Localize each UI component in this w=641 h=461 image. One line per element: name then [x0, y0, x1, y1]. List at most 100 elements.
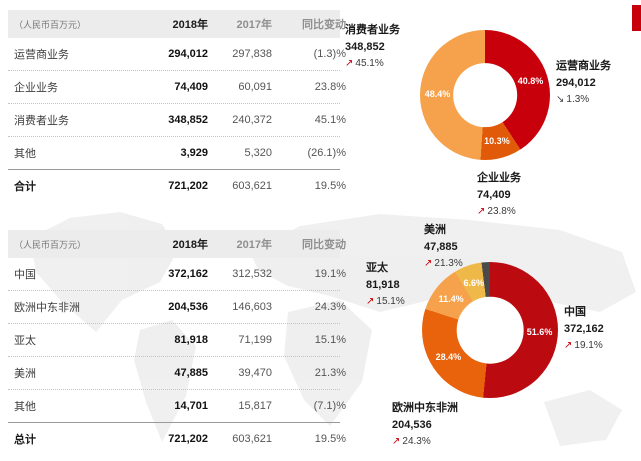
value-2017: 5,320 — [244, 147, 272, 159]
row-label: 总计 — [14, 434, 36, 446]
segment-yoy: ↗ 23.8% — [477, 204, 521, 220]
increase-arrow-icon: ↗ — [345, 58, 354, 70]
value-yoy-change: 45.1% — [314, 114, 346, 126]
callout-asia-pacific: 亚太 81,918 ↗ 15.1% — [366, 260, 405, 310]
segment-name: 运营商业务 — [556, 60, 611, 72]
value-2018: 81,918 — [174, 334, 208, 346]
increase-arrow-icon: ↗ — [392, 436, 401, 448]
table-header: （人民币百万元） 2018年 2017年 同比变动 — [8, 10, 346, 38]
value-2018: 204,536 — [168, 301, 208, 313]
segment-value: 204,536 — [392, 419, 432, 432]
slice-percentage-label: 6.6% — [463, 278, 485, 289]
slice-percentage-label: 48.4% — [424, 89, 451, 100]
callout-china: 中国 372,162 ↗ 19.1% — [564, 304, 604, 354]
value-2018: 294,012 — [168, 48, 208, 60]
table-row: 消费者业务 348,852 240,372 45.1% — [8, 103, 346, 136]
segment-yoy: ↗ 24.3% — [392, 434, 458, 450]
decrease-arrow-icon: ↘ — [556, 94, 565, 106]
value-yoy-change: 24.3% — [314, 301, 346, 313]
value-2018: 74,409 — [174, 81, 208, 93]
unit-label: （人民币百万元） — [14, 239, 87, 250]
table-row: 其他 14,701 15,817 (7.1)% — [8, 389, 346, 422]
page-corner-marker — [632, 5, 641, 31]
row-label: 亚太 — [14, 335, 36, 347]
slice-percentage-label: 11.4% — [438, 294, 464, 305]
segment-value: 294,012 — [556, 77, 596, 90]
row-label: 其他 — [14, 401, 36, 413]
increase-arrow-icon: ↗ — [477, 206, 486, 218]
callout-emea: 欧洲中东非洲 204,536 ↗ 24.3% — [392, 400, 458, 450]
segment-name: 企业业务 — [477, 172, 521, 184]
value-yoy-change: 19.1% — [314, 268, 346, 280]
table-row: 美洲 47,885 39,470 21.3% — [8, 356, 346, 389]
segment-value: 372,162 — [564, 323, 604, 336]
revenue-by-business-donut-chart: 40.8% 10.3% 48.4% — [420, 30, 550, 160]
row-label: 其他 — [14, 148, 36, 160]
table-header: （人民币百万元） 2018年 2017年 同比变动 — [8, 230, 346, 258]
segment-yoy: ↗ 15.1% — [366, 294, 405, 310]
increase-arrow-icon: ↗ — [424, 258, 433, 270]
table-row: 运营商业务 294,012 297,838 (1.3)% — [8, 38, 346, 70]
segment-name: 亚太 — [366, 262, 388, 274]
value-2017: 39,470 — [238, 367, 272, 379]
value-2017: 603,621 — [232, 180, 272, 192]
segment-yoy: ↗ 19.1% — [564, 338, 604, 354]
value-2017: 603,621 — [232, 433, 272, 445]
value-2017: 60,091 — [238, 81, 272, 93]
slice-percentage-label: 10.3% — [484, 135, 510, 146]
value-yoy-change: 15.1% — [314, 334, 346, 346]
table-row: 其他 3,929 5,320 (26.1)% — [8, 136, 346, 169]
value-2017: 297,838 — [232, 48, 272, 60]
column-header-2018: 2018年 — [172, 19, 208, 31]
segment-name: 中国 — [564, 306, 586, 318]
callout-americas: 美洲 47,885 ↗ 21.3% — [424, 222, 463, 272]
row-label: 合计 — [14, 181, 36, 193]
revenue-by-region-donut-chart: 51.6% 28.4% 11.4% 6.6% — [422, 262, 558, 398]
financial-table-business: （人民币百万元） 2018年 2017年 同比变动 运营商业务 294,012 … — [8, 10, 346, 202]
row-label: 美洲 — [14, 368, 36, 380]
table-row: 企业业务 74,409 60,091 23.8% — [8, 70, 346, 103]
value-2018: 14,701 — [174, 400, 208, 412]
table-row: 中国 372,162 312,532 19.1% — [8, 258, 346, 290]
value-2018: 372,162 — [168, 268, 208, 280]
donut-hole — [456, 296, 524, 364]
financial-table-region: （人民币百万元） 2018年 2017年 同比变动 中国 372,162 312… — [8, 230, 346, 455]
value-yoy-change: (7.1)% — [313, 400, 346, 412]
value-yoy-change: 21.3% — [314, 367, 346, 379]
unit-label: （人民币百万元） — [14, 19, 87, 30]
segment-yoy: ↘ 1.3% — [556, 92, 611, 108]
slice-percentage-label: 28.4% — [435, 352, 462, 363]
column-header-yoy: 同比变动 — [302, 239, 346, 251]
row-label: 中国 — [14, 269, 36, 281]
column-header-2017: 2017年 — [236, 239, 272, 251]
value-2018: 47,885 — [174, 367, 208, 379]
row-label: 运营商业务 — [14, 49, 69, 61]
value-yoy-change: 23.8% — [314, 81, 346, 93]
column-header-yoy: 同比变动 — [302, 19, 346, 31]
yoy-percentage: 15.1% — [376, 296, 405, 308]
yoy-percentage: 1.3% — [566, 94, 590, 106]
column-header-2018: 2018年 — [172, 239, 208, 251]
segment-value: 81,918 — [366, 279, 400, 292]
yoy-percentage: 19.1% — [574, 340, 603, 352]
row-label: 消费者业务 — [14, 115, 69, 127]
yoy-percentage: 45.1% — [355, 58, 384, 70]
table-row: 亚太 81,918 71,199 15.1% — [8, 323, 346, 356]
segment-value: 47,885 — [424, 241, 458, 254]
segment-yoy: ↗ 45.1% — [345, 56, 400, 72]
yoy-percentage: 21.3% — [434, 258, 463, 270]
row-label: 企业业务 — [14, 82, 58, 94]
table-total-row: 总计 721,202 603,621 19.5% — [8, 422, 346, 455]
value-yoy-change: 19.5% — [314, 433, 346, 445]
row-label: 欧洲中东非洲 — [14, 302, 80, 314]
value-2017: 15,817 — [238, 400, 272, 412]
value-2017: 146,603 — [232, 301, 272, 313]
value-2017: 240,372 — [232, 114, 272, 126]
segment-name: 消费者业务 — [345, 24, 400, 36]
table-total-row: 合计 721,202 603,621 19.5% — [8, 169, 346, 202]
callout-enterprise-business: 企业业务 74,409 ↗ 23.8% — [477, 170, 521, 220]
callout-carrier-business: 运营商业务 294,012 ↘ 1.3% — [556, 58, 611, 108]
donut-hole — [453, 63, 517, 127]
value-2018: 3,929 — [180, 147, 208, 159]
